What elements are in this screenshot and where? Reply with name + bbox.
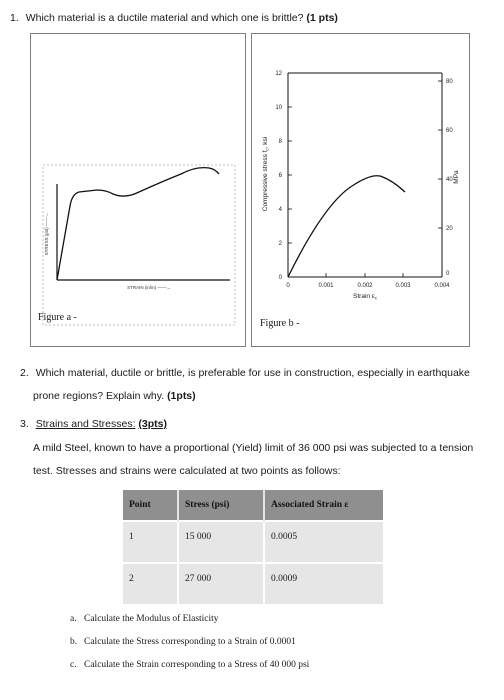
question-3: 3. Strains and Stresses: (3pts) A mild S… [20,417,495,478]
figure-b-mpa-tick: 40 [446,177,453,183]
figure-b-right-label: MPa [453,170,460,184]
question-3-number: 3. [20,418,29,430]
figure-b-y-label: Compressive stress fc, ksi [262,137,270,212]
figure-b-caption: Figure b - [260,318,300,329]
question-2: 2. Which material, ductile or brittle, i… [20,366,495,403]
figure-a-y-label: STRESS (psi) ——→ [44,213,49,256]
task-text: Calculate the Strain corresponding to a … [84,660,310,670]
figure-b-x-tick: 0.001 [318,283,334,289]
question-3-points: (3pts) [138,418,167,430]
table-cell-strain: 0.0005 [264,520,383,563]
figure-b-mpa-tick: 0 [446,271,450,277]
figure-b-x-tick: 0.002 [357,283,373,289]
table-cell-stress: 27 000 [178,562,265,604]
question-2-number: 2. [20,367,29,379]
figure-b-mpa-tick: 60 [446,128,453,134]
figure-a-box: STRESS (psi) ——→ STRAIN (in/in) ——→ Figu… [30,33,246,347]
figure-a-x-label: STRAIN (in/in) ——→ [127,285,171,290]
table-header-strain: Associated Strain ε [264,490,383,521]
table-header-stress: Stress (psi) [178,490,265,521]
task-item: b. Calculate the Stress corresponding to … [70,637,309,660]
figure-b-mpa-tick: 20 [446,226,453,232]
figure-b-y-tick: 10 [275,105,282,111]
figure-b-y-tick: 12 [275,71,282,77]
task-letter: b. [70,637,78,647]
figure-b-x-tick: 0.003 [395,283,411,289]
figure-b-y-tick: 8 [279,139,283,145]
figure-b-x-tick-marks [325,273,404,277]
figure-b-x-label: Strain εc [353,293,378,301]
figure-b-y-tick: 4 [279,207,283,213]
question-3-line-2: test. Stresses and strains were calculat… [33,465,341,477]
question-2-points: (1pts) [167,390,196,402]
figure-a-crop-border [42,164,236,326]
table-row: 1 15 000 0.0005 [123,520,383,563]
table-cell-strain: 0.0009 [264,562,383,604]
task-text: Calculate the Modulus of Elasticity [84,614,219,624]
question-2-line-2: prone regions? Explain why. [33,390,165,402]
task-item: a. Calculate the Modulus of Elasticity [70,614,309,637]
figure-b-y-tick-marks [288,106,292,244]
table-cell-point: 2 [123,562,179,604]
task-item: c. Calculate the Strain corresponding to … [70,660,309,683]
table-header-point: Point [123,490,179,521]
figure-b-y-tick: 6 [279,173,283,179]
question-3-line-1: A mild Steel, known to have a proportion… [33,442,474,454]
table-row: 2 27 000 0.0009 [123,562,383,604]
figure-a-plot: STRESS (psi) ——→ STRAIN (in/in) ——→ [42,164,236,326]
figure-b-x-tick: 0 [286,283,290,289]
question-1: 1. Which material is a ductile material … [10,11,338,25]
figure-b-mpa-tick-marks [438,80,442,229]
question-1-points: (1 pts) [306,12,338,24]
question-3-title: Strains and Stresses: [35,418,136,430]
figure-b-y-tick: 0 [279,275,283,281]
task-list: a. Calculate the Modulus of Elasticity b.… [70,614,309,683]
table-header-row: Point Stress (psi) Associated Strain ε [123,490,383,521]
figure-b-box: 0 2 4 6 8 10 12 0 0.001 0.002 0.003 0.00… [251,33,470,347]
question-1-text: Which material is a ductile material and… [25,12,304,24]
table-cell-point: 1 [123,520,179,563]
figure-a-curve [56,166,220,281]
stress-strain-table: Point Stress (psi) Associated Strain ε 1… [123,490,383,604]
question-1-number: 1. [10,12,19,24]
figure-b-curve [287,175,406,278]
figure-b-mpa-tick: 80 [446,79,453,85]
task-letter: c. [70,660,77,670]
table-cell-stress: 15 000 [178,520,265,563]
task-text: Calculate the Stress corresponding to a … [84,637,296,647]
figure-a-caption: Figure a - [38,312,77,323]
figure-b-plot: 0 2 4 6 8 10 12 0 0.001 0.002 0.003 0.00… [262,71,460,301]
figure-b-y-tick: 2 [279,241,283,247]
question-2-line-1: Which material, ductile or brittle, is p… [35,367,470,379]
task-letter: a. [70,614,77,624]
figure-b-x-tick: 0.004 [434,283,450,289]
